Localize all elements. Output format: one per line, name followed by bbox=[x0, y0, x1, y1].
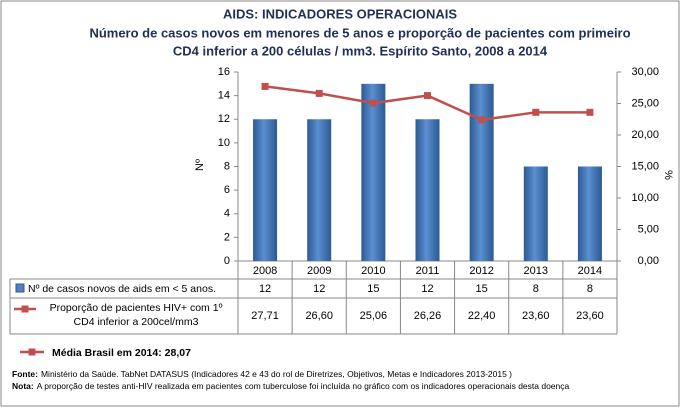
footnote-text: Ministério da Saúde. TabNet DATASUS (Ind… bbox=[41, 369, 512, 379]
table-value: 8 bbox=[587, 283, 593, 295]
table-value: 8 bbox=[533, 283, 539, 295]
line-marker bbox=[369, 99, 377, 107]
y2-tick-label: 0,00 bbox=[638, 255, 659, 267]
y-tick-label: 6 bbox=[224, 184, 230, 196]
x-tick-label: 2009 bbox=[307, 265, 331, 277]
x-tick-label: 2010 bbox=[361, 265, 385, 277]
chart-subtitle: CD4 inferior a 200 células / mm3. Espíri… bbox=[173, 43, 548, 58]
y2-tick-label: 30,00 bbox=[631, 66, 659, 78]
y-axis-label: Nº bbox=[194, 159, 206, 171]
legend-label: Nº de casos novos de aids em < 5 anos. bbox=[28, 283, 216, 295]
x-tick-label: 2014 bbox=[578, 265, 602, 277]
table-value: 15 bbox=[367, 283, 379, 295]
y2-tick-label: 5,00 bbox=[638, 223, 659, 235]
bar bbox=[523, 166, 548, 261]
y-tick-label: 10 bbox=[218, 137, 230, 149]
x-tick-label: 2012 bbox=[469, 265, 493, 277]
y-tick-label: 0 bbox=[224, 255, 230, 267]
line-marker bbox=[586, 108, 594, 116]
bar bbox=[577, 166, 602, 261]
bar bbox=[253, 119, 278, 261]
table-value: 22,40 bbox=[468, 310, 496, 322]
line-marker bbox=[478, 116, 486, 124]
footnote-label: Fonte: bbox=[12, 369, 38, 379]
y2-tick-label: 20,00 bbox=[631, 129, 659, 141]
line-marker bbox=[261, 82, 269, 90]
annotation: Média Brasil em 2014: 28,07 bbox=[52, 347, 191, 359]
y-tick-label: 14 bbox=[218, 90, 230, 102]
x-tick-label: 2008 bbox=[253, 265, 277, 277]
chart-subtitle: Número de casos novos em menores de 5 an… bbox=[89, 25, 630, 40]
legend-marker bbox=[21, 305, 29, 313]
legend-swatch bbox=[15, 283, 25, 293]
bar bbox=[469, 83, 494, 261]
y2-tick-label: 25,00 bbox=[631, 97, 659, 109]
y-tick-label: 2 bbox=[224, 231, 230, 243]
footnote: Fonte: Ministério da Saúde. TabNet DATASU… bbox=[12, 369, 512, 379]
table-value: 15 bbox=[476, 283, 488, 295]
line-marker bbox=[532, 108, 540, 116]
y2-axis-label: % bbox=[662, 170, 674, 180]
y-tick-label: 16 bbox=[218, 66, 230, 78]
footnote-text: A proporção de testes anti-HIV realizada… bbox=[37, 381, 570, 391]
bar bbox=[361, 83, 386, 261]
annotation-marker bbox=[28, 348, 36, 356]
line-marker bbox=[315, 89, 323, 97]
bar bbox=[307, 119, 332, 261]
table-value: 12 bbox=[259, 283, 271, 295]
x-tick-label: 2013 bbox=[524, 265, 548, 277]
legend-label-box: Proporção de pacientes HIV+ com 1º CD4 i… bbox=[49, 302, 223, 328]
x-tick-label: 2011 bbox=[416, 265, 440, 277]
chart-title: AIDS: INDICADORES OPERACIONAIS bbox=[223, 6, 457, 21]
footnote: Nota: A proporção de testes anti-HIV real… bbox=[12, 381, 570, 391]
table-value: 23,60 bbox=[522, 310, 550, 322]
table-value: 26,26 bbox=[414, 310, 442, 322]
bar bbox=[415, 119, 440, 261]
y-tick-label: 8 bbox=[224, 160, 230, 172]
table-value: 23,60 bbox=[576, 310, 604, 322]
footnote-label: Nota: bbox=[12, 381, 34, 391]
line-marker bbox=[424, 92, 431, 100]
table-value: 27,71 bbox=[251, 310, 279, 322]
table-value: 12 bbox=[421, 283, 433, 295]
y-tick-label: 12 bbox=[218, 113, 230, 125]
table-value: 25,06 bbox=[360, 310, 388, 322]
y2-tick-label: 15,00 bbox=[631, 160, 659, 172]
y-tick-label: 4 bbox=[224, 208, 230, 220]
table-value: 26,60 bbox=[305, 310, 333, 322]
legend-label: Proporção de pacientes HIV+ com 1º CD4 i… bbox=[49, 302, 223, 328]
y2-tick-label: 10,00 bbox=[631, 192, 659, 204]
table-value: 12 bbox=[313, 283, 325, 295]
